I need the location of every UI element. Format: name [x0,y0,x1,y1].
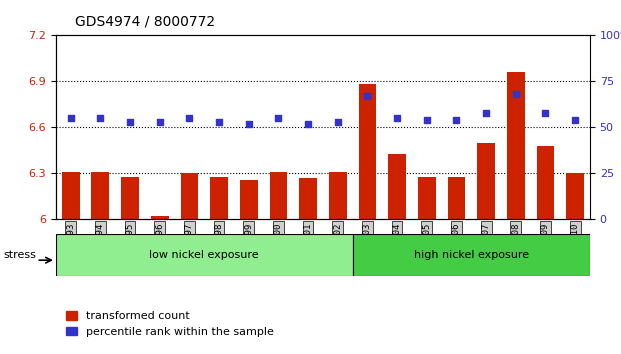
Bar [566,173,584,219]
Bar [329,172,347,219]
Point [273,115,283,121]
Bar [537,146,555,219]
Text: high nickel exposure: high nickel exposure [414,250,529,260]
Bar [151,216,169,219]
FancyBboxPatch shape [353,234,590,276]
Point [451,117,461,123]
Point [333,119,343,125]
Bar [210,177,228,219]
Point [422,117,432,123]
Point [392,115,402,121]
Bar [91,172,109,219]
Bar [240,179,258,219]
Point [244,121,254,127]
Text: stress: stress [3,250,36,260]
Bar [358,85,376,219]
Bar [507,72,525,219]
Text: low nickel exposure: low nickel exposure [150,250,259,260]
Point [214,119,224,125]
FancyBboxPatch shape [56,234,353,276]
Bar [270,172,288,219]
Point [511,91,521,97]
Point [363,93,373,99]
Bar [448,177,465,219]
Point [96,115,106,121]
Point [481,110,491,115]
Text: GDS4974 / 8000772: GDS4974 / 8000772 [75,14,215,28]
Point [570,117,580,123]
Bar [62,172,79,219]
Point [155,119,165,125]
Legend: transformed count, percentile rank within the sample: transformed count, percentile rank withi… [61,307,278,341]
Point [184,115,194,121]
Bar [418,177,436,219]
Bar [388,154,406,219]
Point [66,115,76,121]
Point [540,110,550,115]
Bar [181,173,198,219]
Bar [121,177,139,219]
Point [303,121,313,127]
Bar [477,143,495,219]
Bar [299,178,317,219]
Point [125,119,135,125]
